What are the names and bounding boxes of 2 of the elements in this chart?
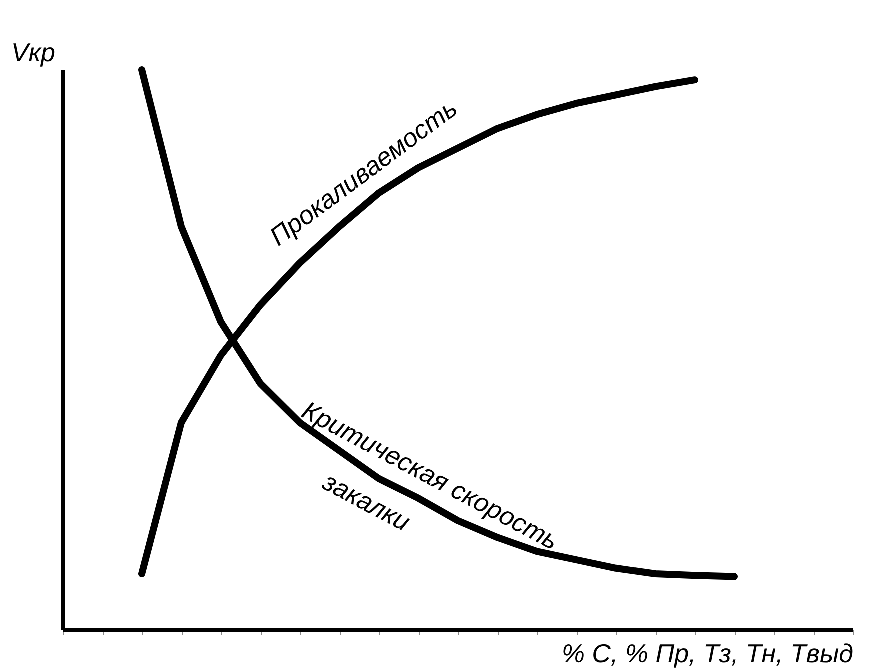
x-axis-title: % C, % Пр, Tз, Tн, Tвыд xyxy=(562,638,854,668)
y-axis-title: Vкр xyxy=(11,38,56,68)
